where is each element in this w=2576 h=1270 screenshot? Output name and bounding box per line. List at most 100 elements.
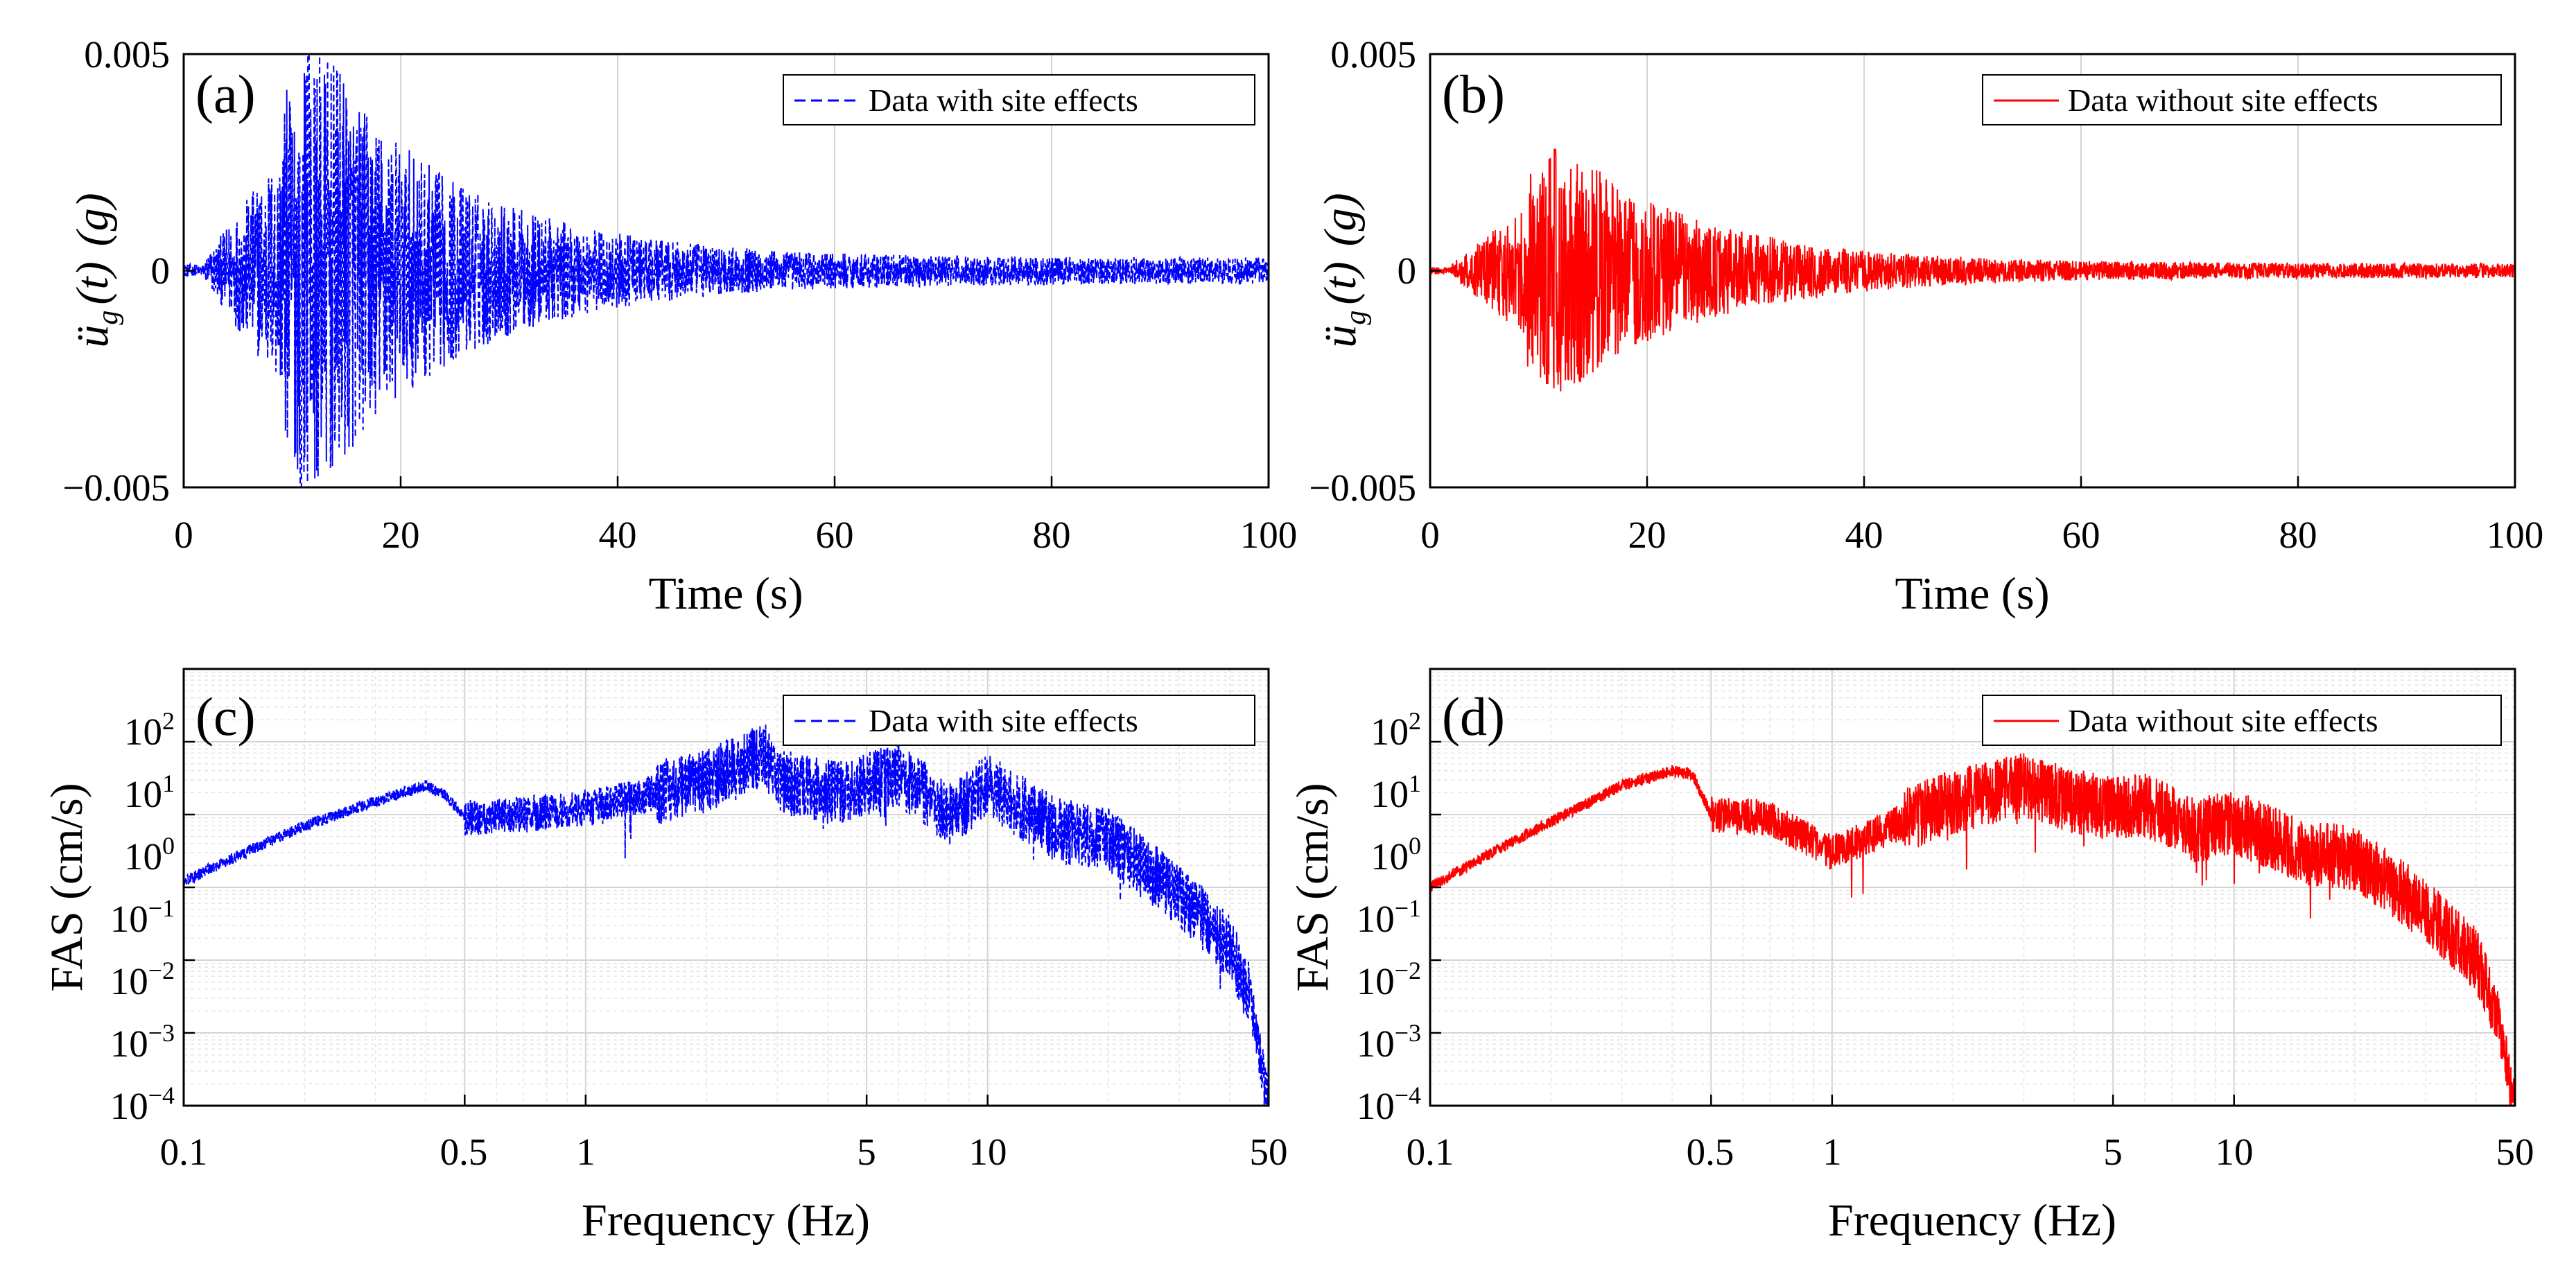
panel-c-xtick-label: 1 xyxy=(576,1131,595,1173)
panel-d-ytick-exp: −2 xyxy=(1395,957,1421,984)
panel-b-ytick-label: 0 xyxy=(1398,250,1417,292)
panel-c-ytick-label: 10−4 xyxy=(110,1081,175,1127)
panel-c-ytick-exp: 1 xyxy=(162,769,175,797)
panel-c-legend-box xyxy=(783,695,1255,746)
panel-a: (a) Data with site effects 0 20 40 60 80… xyxy=(62,33,1297,619)
panel-b-legend-box xyxy=(1982,74,2502,125)
panel-a-xtick-label: 60 xyxy=(816,514,854,556)
panel-b: (b) Data without site effects 0 20 40 60… xyxy=(1309,33,2543,619)
panel-d-legend: Data without site effects xyxy=(1982,695,2502,746)
panel-b-xtick-label: 0 xyxy=(1420,514,1440,556)
panel-d-ytick-label: 100 xyxy=(1370,832,1421,878)
panel-d-xtick-label: 0.5 xyxy=(1687,1131,1734,1173)
panel-c-ytick-base: 10 xyxy=(124,835,162,878)
panel-d-ytick-base: 10 xyxy=(1357,1023,1395,1065)
panel-b-xtick-label: 60 xyxy=(2062,514,2100,556)
panel-c-ytick-exp: −3 xyxy=(148,1019,175,1047)
panel-b-ylabel-unit: (g) xyxy=(1315,193,1366,246)
panel-a-x-ticklabels: 0 20 40 60 80 100 xyxy=(174,514,1297,556)
panel-c-ytick-label: 10−2 xyxy=(110,957,175,1002)
panel-c-ytick-label: 102 xyxy=(124,707,175,753)
panel-c-x-ticklabels: 0.1 0.5 1 5 10 50 xyxy=(160,1131,1288,1173)
panel-c-label: (c) xyxy=(195,686,256,747)
panel-a-ylabel-sub: g xyxy=(92,311,124,325)
panel-d-legend-box xyxy=(1982,695,2502,746)
panel-c-ytick-base: 10 xyxy=(124,773,162,815)
panel-a-xtick-label: 20 xyxy=(382,514,420,556)
panel-b-ylabel-sub: g xyxy=(1340,311,1372,325)
panel-d-ytick-label: 101 xyxy=(1370,769,1421,815)
panel-c-ytick-base: 10 xyxy=(124,711,162,753)
panel-d-label: (d) xyxy=(1442,686,1505,747)
panel-c-ytick-base: 10 xyxy=(110,1023,148,1065)
panel-a-legend: Data with site effects xyxy=(783,74,1255,125)
panel-b-ylabel-mid: (t) xyxy=(1315,261,1366,304)
panel-d-series-line xyxy=(1429,753,2515,1106)
panel-d-ytick-exp: 0 xyxy=(1409,832,1421,860)
panel-d-ytick-exp: 1 xyxy=(1409,769,1421,797)
panel-d-ytick-base: 10 xyxy=(1357,898,1395,940)
panel-c-legend: Data with site effects xyxy=(783,695,1255,746)
panel-a-xtick-label: 100 xyxy=(1240,514,1298,556)
panel-a-xtick-label: 40 xyxy=(599,514,637,556)
panel-d-xtick-label: 10 xyxy=(2216,1131,2254,1173)
panel-a-y-ticklabels: −0.005 0 0.005 xyxy=(62,33,170,509)
panel-c-y-ticklabels: 10−4 10−3 10−2 10−1 100 101 102 xyxy=(110,707,175,1127)
panel-c-xtick-label: 10 xyxy=(969,1131,1007,1173)
panel-d-ytick-exp: −4 xyxy=(1395,1081,1421,1109)
panel-d-xtick-label: 1 xyxy=(1822,1131,1842,1173)
panel-b-xtick-label: 20 xyxy=(1628,514,1666,556)
panel-a-tickmarks xyxy=(182,53,1270,489)
panel-b-x-ticklabels: 0 20 40 60 80 100 xyxy=(1420,514,2543,556)
panel-d-ytick-label: 102 xyxy=(1370,707,1421,753)
panel-d-ytick-label: 10−3 xyxy=(1357,1019,1421,1065)
panel-a-label: (a) xyxy=(195,64,256,124)
panel-b-label: (b) xyxy=(1442,64,1505,124)
panel-a-legend-text: Data with site effects xyxy=(869,82,1138,118)
panel-d-y-axis-label: FAS (cm/s) xyxy=(1287,783,1338,991)
panel-c-series-line xyxy=(183,724,1269,1106)
panel-d-ytick-exp: 2 xyxy=(1409,707,1421,735)
panel-a-xtick-label: 0 xyxy=(174,514,193,556)
panel-d-ytick-base: 10 xyxy=(1370,711,1409,753)
panel-d-ytick-exp: −1 xyxy=(1395,894,1421,922)
panel-b-ytick-label: 0.005 xyxy=(1330,33,1416,76)
panel-d-xtick-label: 50 xyxy=(2496,1131,2534,1173)
panel-a-ylabel-base: ü xyxy=(67,325,118,348)
panel-c-ytick-exp: −4 xyxy=(148,1081,175,1109)
panel-c-ytick-base: 10 xyxy=(110,898,148,940)
panel-c-xtick-label: 0.5 xyxy=(440,1131,488,1173)
panel-c-x-axis-label: Frequency (Hz) xyxy=(582,1195,870,1246)
panel-d-x-axis-label: Frequency (Hz) xyxy=(1828,1195,2116,1246)
panel-c-ytick-base: 10 xyxy=(110,960,148,1002)
panel-c-ytick-label: 10−1 xyxy=(110,894,175,940)
panel-d-legend-text: Data without site effects xyxy=(2068,703,2378,738)
panel-a-ytick-label: 0 xyxy=(151,250,171,292)
panel-d-ytick-base: 10 xyxy=(1370,835,1409,878)
panel-c-ytick-exp: −1 xyxy=(148,894,175,922)
panel-c: (c) Data with site effects 0.1 0.5 1 5 1… xyxy=(42,668,1288,1246)
panel-d-ytick-label: 10−4 xyxy=(1357,1081,1421,1127)
panel-a-xtick-label: 80 xyxy=(1033,514,1071,556)
panel-b-ylabel-base: ü xyxy=(1315,325,1366,348)
panel-c-ytick-label: 101 xyxy=(124,769,175,815)
panel-d-x-ticklabels: 0.1 0.5 1 5 10 50 xyxy=(1407,1131,2534,1173)
panel-b-legend: Data without site effects xyxy=(1982,74,2502,125)
panel-a-legend-box xyxy=(783,74,1255,125)
panel-b-ytick-label: −0.005 xyxy=(1309,467,1416,509)
panel-d: (d) Data without site effects 0.1 0.5 1 … xyxy=(1287,668,2534,1246)
panel-d-y-ticklabels: 10−4 10−3 10−2 10−1 100 101 102 xyxy=(1357,707,1421,1127)
panel-c-y-axis-label: FAS (cm/s) xyxy=(42,783,92,991)
panel-b-xtick-label: 40 xyxy=(1845,514,1883,556)
panel-d-xtick-label: 5 xyxy=(2103,1131,2123,1173)
panel-c-tickmarks xyxy=(182,668,1270,1107)
panel-c-legend-text: Data with site effects xyxy=(869,703,1138,738)
panel-b-y-ticklabels: −0.005 0 0.005 xyxy=(1309,33,1416,509)
panel-c-ytick-exp: 2 xyxy=(162,707,175,735)
panel-c-xtick-label: 0.1 xyxy=(160,1131,208,1173)
panel-a-ytick-label: −0.005 xyxy=(62,467,170,509)
panel-b-legend-text: Data without site effects xyxy=(2068,82,2378,118)
panel-c-ytick-exp: 0 xyxy=(162,832,175,860)
panel-c-ytick-label: 10−3 xyxy=(110,1019,175,1065)
